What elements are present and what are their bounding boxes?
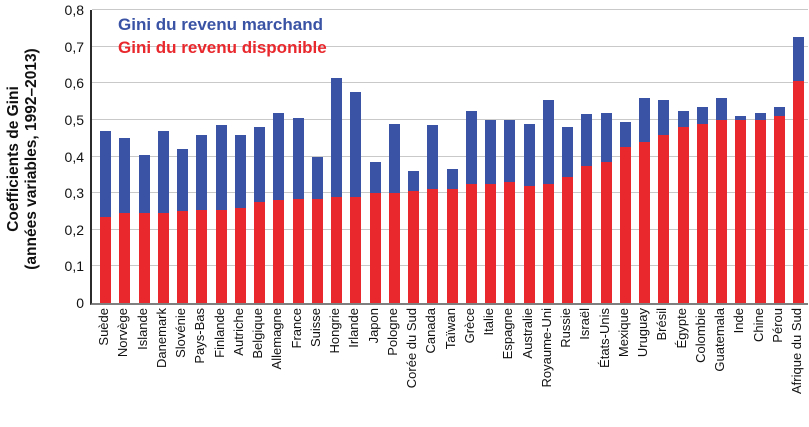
x-tick-label: Pays-Bas <box>192 308 208 364</box>
bar-disposable-Irlande <box>350 196 362 303</box>
x-tick-label: France <box>288 308 304 349</box>
bar-disposable-Royaume-Uni <box>542 183 554 303</box>
x-tick-label: Australie <box>519 308 535 359</box>
x-tick-label: Suède <box>96 308 111 346</box>
gridline <box>92 45 808 47</box>
bar-disposable-Japon <box>369 193 381 303</box>
bar-disposable-Corée du Sud <box>408 191 419 303</box>
x-tick-label: Italie <box>481 308 496 336</box>
bar-disposable-Pays-Bas <box>196 209 208 303</box>
bar-disposable-Espagne <box>504 182 516 303</box>
bar-disposable-Chine <box>754 119 766 303</box>
bar-disposable-États-Unis <box>600 162 612 303</box>
bar-disposable-Pologne <box>388 193 400 303</box>
y-tick-label: 0,1 <box>64 258 84 275</box>
x-tick-label: Danemark <box>153 308 169 368</box>
bar-disposable-Égypte <box>677 127 689 303</box>
x-tick-label: Belgique <box>250 308 265 359</box>
bar-disposable-Grèce <box>465 183 477 303</box>
x-tick-label: Brésil <box>654 308 670 341</box>
bar-disposable-Guatemala <box>716 119 727 303</box>
chart-legend: Gini du revenu marchand Gini du revenu d… <box>118 13 327 59</box>
bar-disposable-Mexique <box>619 147 631 303</box>
x-tick-label: Allemagne <box>269 308 285 370</box>
plot-area <box>90 9 808 305</box>
y-axis-title-line1: Coefficients de Gini <box>5 86 22 232</box>
legend-item-market: Gini du revenu marchand <box>118 15 323 34</box>
bar-disposable-Uruguay <box>639 141 650 303</box>
bar-disposable-Finlande <box>215 209 227 303</box>
bar-disposable-Taïwan <box>446 189 458 303</box>
y-tick-label: 0,4 <box>64 148 84 165</box>
x-tick-label: États-Unis <box>596 308 612 368</box>
x-tick-label: Royaume-Uni <box>538 308 554 388</box>
bar-disposable-Slovénie <box>177 211 188 303</box>
y-tick-label: 0,2 <box>64 221 84 238</box>
x-tick-label: Canada <box>423 308 439 354</box>
x-tick-label: Autriche <box>230 308 246 356</box>
x-tick-label: Suisse <box>307 308 323 348</box>
y-axis-title: Coefficients de Gini (années variables, … <box>5 9 43 309</box>
x-tick-label: Inde <box>731 308 747 334</box>
gridline <box>92 155 808 157</box>
y-axis-title-line2: (années variables, 1992–2013) <box>23 48 40 270</box>
x-tick-label: Norvège <box>115 308 131 358</box>
gridline <box>92 9 808 10</box>
bar-disposable-Suisse <box>311 198 323 303</box>
x-tick-label: Russie <box>558 308 573 348</box>
bar-disposable-Norvège <box>119 213 131 303</box>
bar-disposable-Canada <box>427 189 439 303</box>
x-tick-label: Mexique <box>615 308 631 358</box>
bar-disposable-Afrique du Sud <box>793 81 804 303</box>
y-tick-label: 0 <box>76 295 84 311</box>
y-tick-label: 0,5 <box>64 111 84 128</box>
x-tick-label: Irlande <box>346 308 362 348</box>
gridline <box>92 118 808 120</box>
bar-disposable-Danemark <box>157 213 169 303</box>
bar-disposable-Colombie <box>696 123 708 303</box>
x-tick-label: Japon <box>365 308 381 344</box>
bar-disposable-Autriche <box>234 207 246 303</box>
bar-disposable-Brésil <box>658 134 670 303</box>
bar-market-Hongrie <box>331 77 342 303</box>
x-tick-label: Grèce <box>461 308 477 344</box>
x-tick-label: Pérou <box>769 308 785 343</box>
x-tick-label: Finlande <box>211 308 227 358</box>
x-tick-label: Israël <box>577 308 593 340</box>
bar-disposable-Russie <box>562 176 573 303</box>
bar-disposable-Allemagne <box>273 200 285 303</box>
x-tick-label: Colombie <box>692 308 708 363</box>
legend-item-disposable: Gini du revenu disponible <box>118 38 327 57</box>
x-tick-label: Pologne <box>384 308 400 356</box>
y-tick-label: 0,8 <box>64 2 84 18</box>
bar-disposable-Islande <box>138 213 150 303</box>
bar-disposable-Australie <box>523 185 535 303</box>
x-tick-label: Islande <box>134 308 150 350</box>
y-tick-label: 0,7 <box>64 38 84 55</box>
x-tick-label: Afrique du Sud <box>789 308 804 395</box>
bar-disposable-Belgique <box>254 202 265 303</box>
x-tick-label: Chine <box>750 308 766 342</box>
bar-disposable-Pérou <box>773 116 785 303</box>
x-tick-label: Hongrie <box>327 308 342 354</box>
bar-disposable-Inde <box>735 119 747 303</box>
x-tick-label: Taïwan <box>442 308 458 350</box>
x-tick-label: Guatemala <box>712 308 727 372</box>
y-tick-label: 0,6 <box>64 75 84 92</box>
x-tick-label: Corée du Sud <box>404 308 419 389</box>
bar-disposable-Hongrie <box>331 196 342 303</box>
x-tick-label: Égypte <box>673 308 689 349</box>
bar-disposable-Suède <box>100 216 111 303</box>
bar-disposable-Israël <box>581 165 593 303</box>
y-tick-label: 0,3 <box>64 185 84 202</box>
gridline <box>92 82 808 84</box>
bar-disposable-Italie <box>485 183 496 303</box>
x-tick-label: Slovénie <box>173 308 188 358</box>
x-tick-label: Uruguay <box>635 308 650 358</box>
x-tick-label: Espagne <box>500 308 516 360</box>
bar-disposable-France <box>292 198 304 303</box>
